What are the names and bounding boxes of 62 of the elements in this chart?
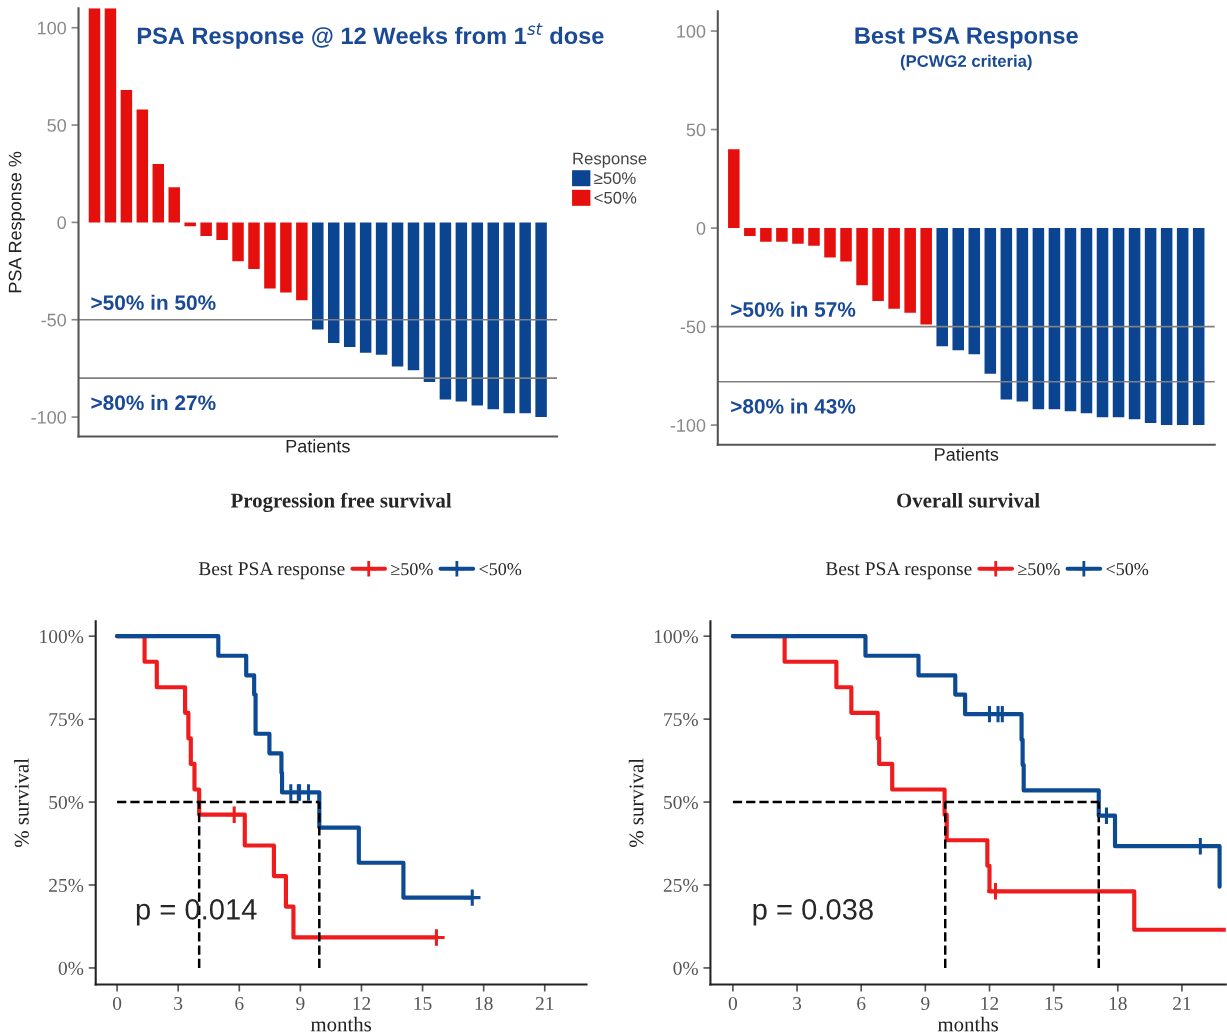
y-tick-label: 50 [686, 123, 706, 137]
chart-title: Overall survival [897, 492, 1040, 508]
x-tick-label: 21 [535, 996, 554, 1010]
legend-label: ≥50% [391, 563, 433, 576]
x-tick-label: 6 [857, 996, 866, 1011]
y-tick-label: 25% [663, 878, 698, 893]
x-tick-label: 9 [921, 996, 930, 1011]
y-tick-label: 50% [49, 795, 84, 810]
y-tick-label: 100% [40, 630, 84, 644]
y-tick-label: 0% [58, 961, 84, 975]
x-axis-title: Patients [286, 439, 350, 453]
y-tick-label: 75% [664, 712, 698, 727]
x-tick-label: 3 [174, 996, 183, 1011]
x-tick-label: 12 [353, 996, 371, 1010]
x-tick-label: 3 [793, 996, 802, 1011]
ref-line-label: >80% in 27% [91, 394, 216, 411]
legend-label: ≥50% [594, 172, 636, 185]
legend-label: <50% [594, 191, 637, 204]
x-tick-label: 15 [414, 996, 432, 1011]
ref-line-label: >50% in 50% [91, 294, 216, 311]
x-axis-title: months [310, 1016, 372, 1032]
legend-label: ≥50% [1018, 563, 1060, 576]
y-axis-title: PSA Response % [8, 151, 26, 293]
x-tick-label: 21 [1173, 996, 1191, 1010]
y-tick-label: 100 [37, 21, 67, 35]
y-tick-label: 50% [664, 795, 698, 810]
y-tick-label: 50 [47, 118, 67, 132]
ref-line-label: >80% in 43% [731, 398, 856, 414]
y-tick-label: -50 [680, 320, 706, 334]
legend-title: Best PSA response [825, 562, 972, 580]
x-axis-title: months [937, 1016, 999, 1032]
chart-title: Progression free survival [230, 492, 452, 512]
legend-label: <50% [1106, 563, 1149, 576]
y-axis-title: % survival [14, 758, 29, 848]
x-tick-label: 15 [1045, 996, 1063, 1011]
y-axis-title: % survival [628, 758, 644, 848]
legend-label: <50% [479, 563, 522, 576]
y-tick-label: 100 [677, 24, 706, 38]
x-tick-label: 18 [1109, 996, 1127, 1011]
x-tick-label: 0 [112, 996, 122, 1011]
x-axis-title: Patients [935, 447, 999, 461]
x-tick-label: 12 [981, 996, 999, 1010]
x-tick-label: 18 [475, 996, 493, 1011]
x-tick-label: 0 [728, 996, 738, 1011]
annotation: p = 0.038 [753, 899, 873, 926]
y-tick-label: -50 [41, 313, 67, 327]
y-tick-label: 0 [57, 216, 67, 230]
y-tick-label: 0% [673, 961, 698, 975]
text: PSA Response @ 12 Weeks from 1$^{st}$ dose [137, 23, 604, 49]
ref-line-label: >50% in 57% [731, 301, 856, 317]
y-tick-label: 25% [49, 878, 84, 893]
legend-title: Response [573, 152, 647, 168]
y-tick-label: 0 [696, 222, 706, 235]
y-tick-label: 100% [654, 630, 698, 644]
y-tick-label: -100 [670, 419, 706, 432]
y-tick-label: 75% [49, 712, 84, 727]
x-tick-label: 6 [235, 996, 244, 1011]
y-tick-label: -100 [31, 411, 67, 424]
text: (PCWG2 criteria) [900, 54, 1032, 71]
x-tick-label: 9 [296, 996, 305, 1011]
text: Best PSA Response [855, 27, 1078, 49]
legend-title: Best PSA response [198, 562, 345, 580]
